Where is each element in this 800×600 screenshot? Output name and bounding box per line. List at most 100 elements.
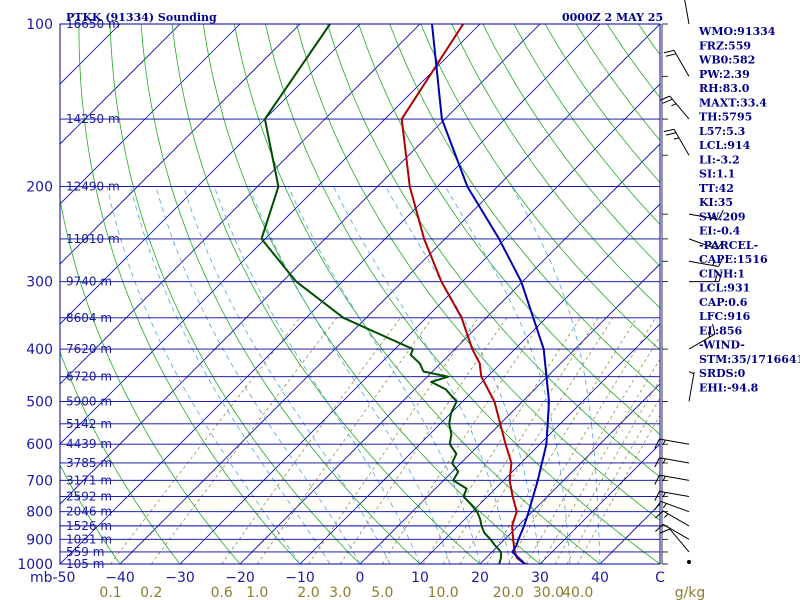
- index-entry: SRDS:0: [699, 367, 746, 380]
- pressure-label: 200: [26, 180, 53, 196]
- mixing-ratio-line: [422, 317, 581, 564]
- index-entry: EHI:-94.8: [699, 381, 759, 394]
- isotherm-line: [60, 24, 181, 145]
- mixing-ratio-label: 10.0: [428, 585, 459, 600]
- mixing-ratio-line: [541, 358, 660, 564]
- wind-barb: [654, 500, 690, 513]
- index-entry: SW:209: [699, 210, 746, 223]
- moist-adiabat-line: [214, 186, 421, 564]
- mixing-ratio-label: 3.0: [329, 585, 351, 600]
- index-entry: MAXT:33.4: [699, 96, 767, 109]
- sounding-time: 0000Z 2 MAY 25: [562, 11, 663, 24]
- isotherm-line: [239, 143, 660, 564]
- plot-frame: [59, 23, 661, 565]
- wind-barb: [663, 128, 690, 156]
- dry-adiabat-line: [140, 24, 421, 564]
- height-label: 4439 m: [66, 437, 112, 451]
- height-label: 5142 m: [66, 417, 112, 431]
- index-entry: FRZ:559: [699, 39, 751, 52]
- pressure-label: 1000: [17, 557, 53, 573]
- temperature-profile: [400, 24, 532, 564]
- temperature-tick-label: 20: [471, 570, 489, 586]
- sounding-profiles: [260, 24, 550, 564]
- mixing-ratio-label: 0.2: [140, 585, 162, 600]
- moist-adiabat-line: [385, 186, 541, 564]
- temperature-tick-label: 30: [531, 570, 549, 586]
- temperature-tick-label: 10: [411, 570, 429, 586]
- height-label: 1031 m: [66, 532, 112, 546]
- pressure-label: 400: [26, 342, 53, 358]
- mixing-ratio-label: 2.0: [297, 585, 319, 600]
- moist-adiabat-line: [333, 186, 511, 564]
- index-entry: LCL:914: [699, 139, 751, 152]
- dry-adiabat-line: [171, 24, 481, 564]
- mixing-ratio-line: [525, 335, 660, 564]
- height-label: 9740 m: [66, 275, 112, 289]
- height-label: 2592 m: [66, 490, 112, 504]
- mixing-ratio-label: 1.0: [246, 585, 268, 600]
- dry-adiabat-line: [265, 24, 660, 564]
- temperature-tick-label: 40: [591, 570, 609, 586]
- mixing-ratio-line: [486, 317, 638, 564]
- index-entry: LI:-3.2: [699, 153, 740, 166]
- index-entry: RH:83.0: [699, 82, 750, 95]
- index-entry: CAPE:1516: [699, 253, 768, 266]
- wind-barb: [688, 238, 724, 250]
- height-label: 559 m: [66, 545, 104, 559]
- dry-adiabat-line: [794, 24, 800, 564]
- wind-barb-column: [654, 0, 724, 565]
- mixing-ratio-line: [382, 317, 545, 564]
- index-entry: -PARCEL-: [699, 239, 758, 252]
- pressure-label: 500: [26, 394, 53, 410]
- wind-barb: [688, 371, 695, 402]
- moist-adiabat-line: [155, 186, 361, 564]
- moist-adiabat-line: [445, 186, 571, 564]
- index-entry: -WIND-: [699, 339, 745, 352]
- index-entry: TT:42: [699, 182, 734, 195]
- height-label: 5900 m: [66, 394, 112, 408]
- dewpoint-profile: [260, 24, 502, 564]
- index-entry: TH:5795: [699, 111, 752, 124]
- wind-barb: [655, 510, 690, 527]
- mixing-ratio-label: 0.1: [99, 585, 121, 600]
- height-label: 105 m: [66, 557, 104, 571]
- dry-adiabat-line: [233, 24, 601, 564]
- height-label: 7620 m: [66, 342, 112, 356]
- mixing-ratio-label: g/kg: [675, 585, 706, 600]
- mixing-ratio-line: [507, 317, 656, 564]
- parcel-profile: [431, 24, 550, 564]
- mixing-ratio-line: [340, 317, 507, 564]
- wind-barb: [654, 438, 690, 449]
- pressure-label: 700: [26, 473, 53, 489]
- height-label: 8604 m: [66, 311, 112, 325]
- index-entry: EL:856: [699, 324, 742, 337]
- mixing-ratio-line: [577, 414, 660, 564]
- mixing-ratio-line: [221, 317, 401, 564]
- isotherm-line: [539, 443, 660, 564]
- mixing-ratio-line: [442, 317, 599, 564]
- height-label: 14250 m: [66, 112, 120, 126]
- wind-barb: [689, 271, 723, 283]
- temperature-tick-label: −30: [165, 570, 195, 586]
- height-label: 3171 m: [66, 473, 112, 487]
- mixing-ratio-line: [459, 317, 614, 564]
- index-entry: WMO:91334: [698, 25, 776, 38]
- wind-barb: [655, 523, 690, 540]
- isotherm-line: [60, 24, 301, 265]
- temperature-tick-label: C: [655, 570, 665, 586]
- mixing-ratio-line: [566, 397, 660, 564]
- moist-adiabat-line: [130, 186, 331, 564]
- isotherm-line: [60, 24, 421, 385]
- mixing-ratio-line: [554, 378, 660, 564]
- height-label: 12490 m: [66, 180, 120, 194]
- wind-barb: [659, 95, 690, 120]
- dry-adiabat-line: [202, 24, 541, 564]
- temperature-tick-label: −10: [285, 570, 315, 586]
- wind-barb: [688, 209, 724, 220]
- temperature-tick-label: 0: [356, 570, 365, 586]
- temperature-tick-label: −20: [225, 570, 255, 586]
- wind-barb-calm: [687, 560, 691, 564]
- index-entry: STM:35/17166412: [699, 353, 800, 366]
